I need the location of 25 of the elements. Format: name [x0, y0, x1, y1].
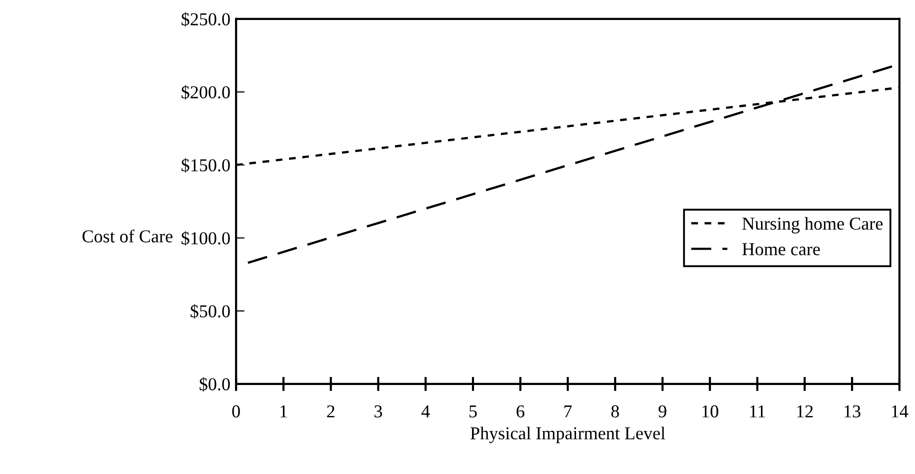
- x-tick-label: 5: [470, 405, 477, 418]
- x-tick-label: 1: [280, 405, 287, 418]
- x-tick-label: 7: [564, 405, 572, 418]
- y-axis-title: Cost of Care: [82, 230, 172, 242]
- x-tick-label: 9: [658, 405, 666, 418]
- y-tick-label: $250.0: [182, 12, 230, 27]
- x-tick-label: 11: [750, 405, 765, 418]
- x-tick-label: 8: [611, 405, 619, 418]
- x-tick-label: 10: [702, 405, 718, 418]
- x-tick-label: 2: [327, 405, 334, 418]
- x-tick-label: 14: [892, 405, 908, 418]
- x-axis-title: Physical Impairment Level: [470, 426, 666, 444]
- y-tick-label: $200.0: [182, 85, 230, 100]
- y-tick-label: $150.0: [182, 158, 230, 173]
- x-tick-label: 0: [232, 405, 240, 418]
- y-tick-label: $0.0: [200, 377, 230, 392]
- x-tick-label: 13: [844, 405, 860, 418]
- x-tick-label: 12: [797, 405, 813, 418]
- y-tick-label: $100.0: [182, 231, 230, 246]
- x-tick-label: 6: [516, 405, 524, 418]
- x-tick-label: 3: [374, 405, 382, 418]
- y-tick-label: $50.0: [190, 304, 230, 319]
- legend-label: Home care: [742, 243, 820, 256]
- x-tick-label: 4: [421, 405, 430, 418]
- legend-label: Nursing home Care: [742, 217, 883, 234]
